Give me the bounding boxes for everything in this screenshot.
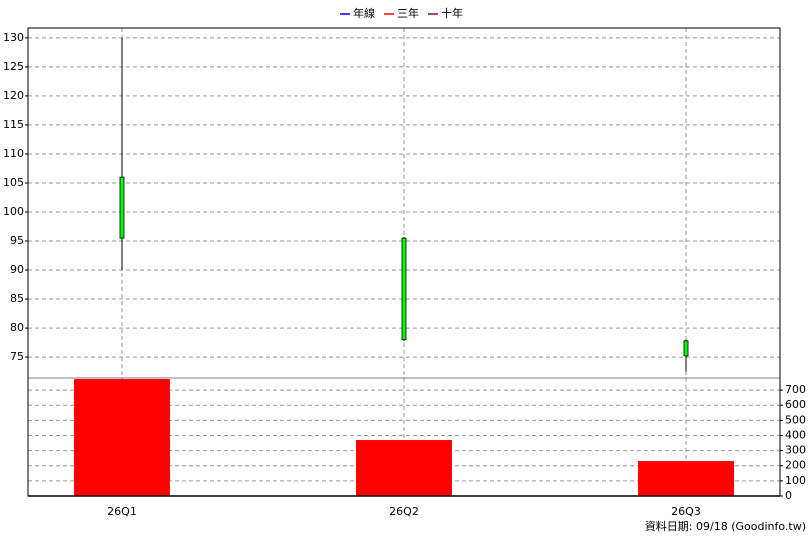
y2-tick-label: 300	[785, 444, 806, 457]
volume-bar	[74, 379, 170, 496]
y-tick-label: 120	[3, 89, 24, 102]
y-tick-label: 125	[3, 60, 24, 73]
y2-tick-label: 200	[785, 459, 806, 472]
candle-body	[683, 340, 689, 357]
y2-tick-label: 100	[785, 474, 806, 487]
y-tick-label: 75	[10, 350, 24, 363]
x-tick-label: 26Q2	[389, 505, 419, 518]
y-tick-label: 130	[3, 31, 24, 44]
x-tick-label: 26Q3	[671, 505, 701, 518]
y-tick-label: 90	[10, 263, 24, 276]
y-tick-label: 105	[3, 176, 24, 189]
volume-bar	[638, 461, 734, 496]
y-tick-label: 85	[10, 292, 24, 305]
y2-tick-label: 0	[785, 489, 792, 502]
y2-tick-label: 600	[785, 398, 806, 411]
footer: 資料日期: 09/18 (Goodinfo.tw)	[645, 519, 806, 533]
candle-body	[119, 176, 125, 239]
legend-label: 年線	[353, 6, 375, 20]
legend-label: 三年	[397, 6, 419, 20]
legend-label: 十年	[441, 6, 463, 20]
candle-body	[401, 237, 407, 341]
y2-tick-label: 500	[785, 413, 806, 426]
y-tick-label: 115	[3, 118, 24, 131]
y2-tick-label: 700	[785, 383, 806, 396]
volume-bar	[356, 440, 452, 496]
y-tick-label: 100	[3, 205, 24, 218]
x-tick-label: 26Q1	[107, 505, 137, 518]
y2-tick-label: 400	[785, 428, 806, 441]
y-tick-label: 80	[10, 321, 24, 334]
y-tick-label: 95	[10, 234, 24, 247]
y-tick-label: 110	[3, 147, 24, 160]
